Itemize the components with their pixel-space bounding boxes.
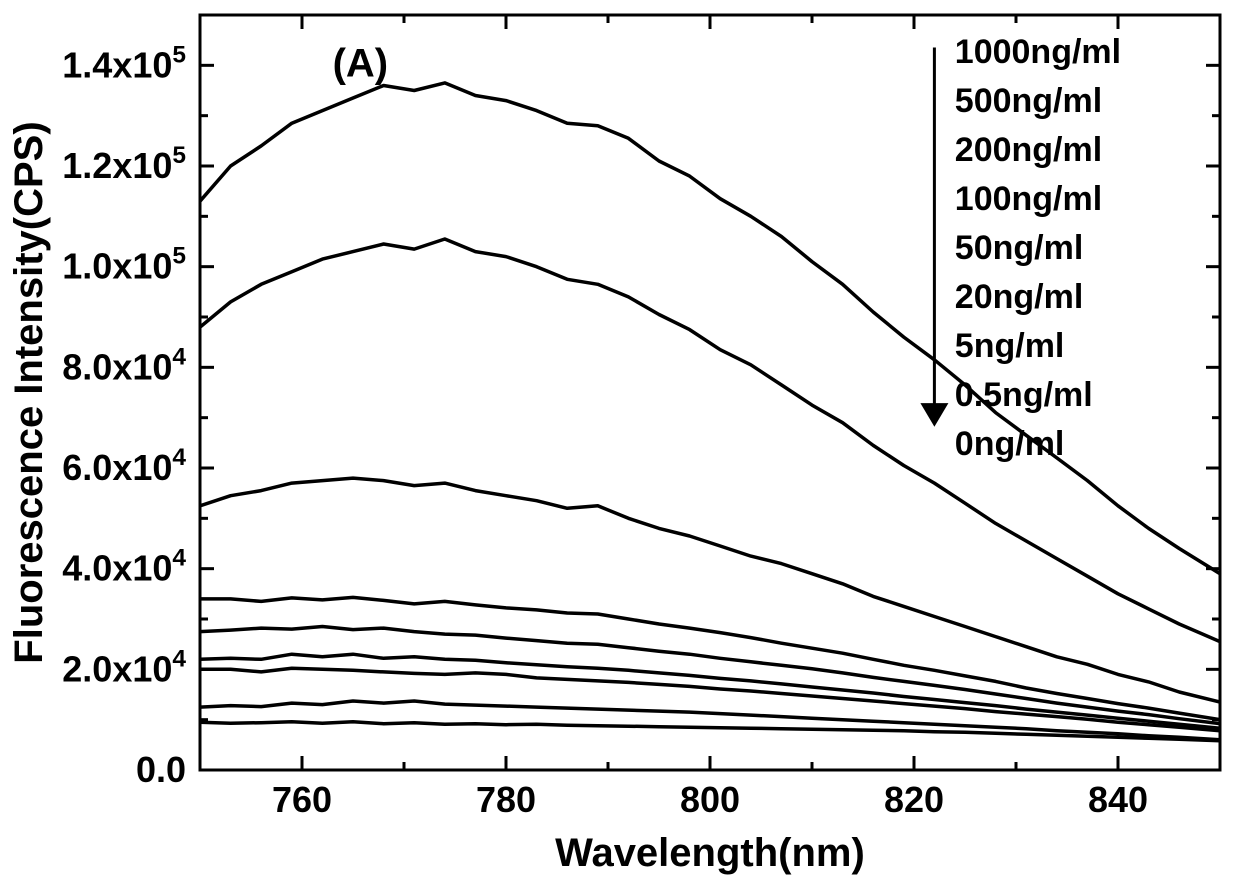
y-tick-label: 6.0x104 — [62, 444, 186, 488]
x-tick-label: 840 — [1088, 779, 1148, 820]
y-tick-label: 1.2x105 — [62, 142, 186, 186]
legend-item: 200ng/ml — [955, 131, 1102, 169]
x-tick-label: 800 — [680, 779, 740, 820]
y-tick-label: 0.0 — [136, 749, 186, 790]
legend-item: 500ng/ml — [955, 82, 1102, 120]
y-axis-label: Fluorescence Intensity(CPS) — [7, 121, 51, 663]
x-tick-label: 780 — [476, 779, 536, 820]
legend-item: 100ng/ml — [955, 180, 1102, 218]
chart-svg: 760 780 800 820 840 0.0 2.0x104 4.0x104 6.0x104 8… — [0, 0, 1240, 878]
y-tick-label: 2.0x104 — [62, 645, 186, 689]
legend-item: 0.5ng/ml — [955, 376, 1093, 414]
y-tick-label: 1.0x105 — [62, 243, 186, 287]
y-tick-label: 4.0x104 — [62, 545, 186, 589]
legend-item: 5ng/ml — [955, 327, 1065, 365]
legend-item: 1000ng/ml — [955, 33, 1121, 71]
panel-label: (A) — [333, 42, 389, 86]
x-axis-label: Wavelength(nm) — [555, 831, 865, 875]
y-tick-label: 1.4x105 — [62, 41, 186, 85]
x-tick-label: 820 — [884, 779, 944, 820]
legend-item: 20ng/ml — [955, 278, 1083, 316]
legend-item: 0ng/ml — [955, 425, 1065, 463]
legend-item: 50ng/ml — [955, 229, 1083, 267]
x-tick-label: 760 — [272, 779, 332, 820]
fluorescence-spectrum-chart: 760 780 800 820 840 0.0 2.0x104 4.0x104 6.0x104 8… — [0, 0, 1240, 878]
y-tick-label: 8.0x104 — [62, 343, 186, 387]
